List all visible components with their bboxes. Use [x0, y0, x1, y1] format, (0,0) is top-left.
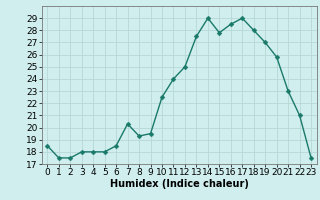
X-axis label: Humidex (Indice chaleur): Humidex (Indice chaleur)	[110, 179, 249, 189]
